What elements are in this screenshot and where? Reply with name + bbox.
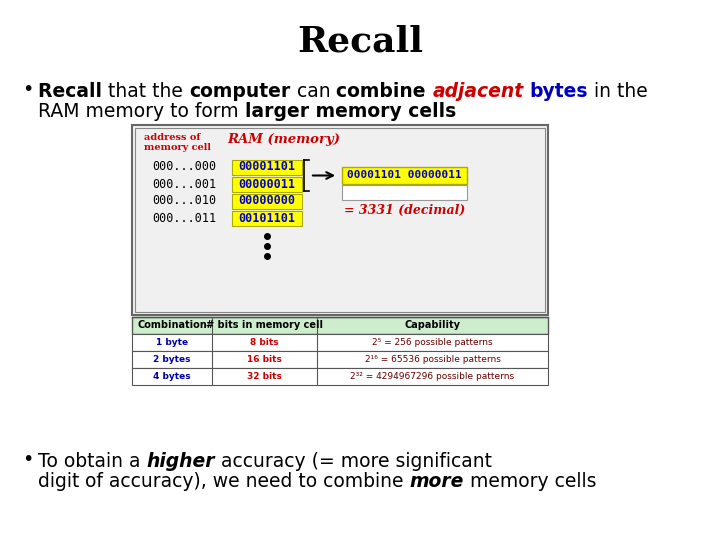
Text: accuracy (= more significant: accuracy (= more significant [215, 452, 492, 471]
Text: computer: computer [189, 82, 291, 101]
Text: Recall: Recall [38, 82, 109, 101]
Text: 00000000: 00000000 [238, 194, 295, 207]
Text: 00001101 00000011: 00001101 00000011 [347, 171, 462, 180]
Bar [132, 368, 548, 385]
Text: # bits in memory cell: # bits in memory cell [206, 321, 323, 330]
Text: address of
memory cell: address of memory cell [144, 133, 211, 152]
Text: = 3331 (decimal): = 3331 (decimal) [344, 204, 465, 217]
Text: more: more [410, 472, 464, 491]
Text: of accuracy), we need to combine: of accuracy), we need to combine [79, 472, 410, 491]
Text: 2¹⁶ = 65536 possible patterns: 2¹⁶ = 65536 possible patterns [364, 355, 500, 364]
Text: 000...010: 000...010 [152, 194, 216, 207]
Bar [232, 177, 302, 192]
Bar [342, 185, 467, 200]
Text: in the: in the [588, 82, 648, 101]
Bar [132, 317, 548, 334]
Text: RAM memory to form: RAM memory to form [38, 102, 245, 121]
Text: larger memory cells: larger memory cells [245, 102, 456, 121]
Text: bytes: bytes [529, 82, 588, 101]
Text: •: • [22, 80, 33, 99]
Text: •: • [22, 450, 33, 469]
Text: 00000011: 00000011 [238, 178, 295, 191]
Bar [132, 334, 548, 351]
Text: 16 bits: 16 bits [247, 355, 282, 364]
Text: 2⁵ = 256 possible patterns: 2⁵ = 256 possible patterns [372, 338, 492, 347]
Bar [232, 159, 302, 174]
Text: 8 bits: 8 bits [250, 338, 279, 347]
Bar [342, 167, 467, 184]
Text: 000...000: 000...000 [152, 160, 216, 173]
Text: digit: digit [38, 472, 79, 491]
Text: combine: combine [336, 82, 432, 101]
Text: 000...001: 000...001 [152, 178, 216, 191]
Text: 000...011: 000...011 [152, 212, 216, 225]
Text: 00101101: 00101101 [238, 212, 295, 225]
Text: adjacent: adjacent [432, 82, 523, 101]
Text: 32 bits: 32 bits [247, 372, 282, 381]
Text: 00001101: 00001101 [238, 160, 295, 173]
Bar [132, 351, 548, 368]
Text: To obtain a: To obtain a [38, 452, 146, 471]
Text: memory cells: memory cells [464, 472, 597, 491]
Bar [232, 211, 302, 226]
Text: 1 byte: 1 byte [156, 338, 188, 347]
Text: 4 bytes: 4 bytes [153, 372, 191, 381]
Text: that the: that the [109, 82, 189, 101]
Text: RAM (memory): RAM (memory) [227, 133, 340, 146]
Text: 2 bytes: 2 bytes [153, 355, 191, 364]
Text: Combination: Combination [137, 321, 207, 330]
Bar [132, 125, 548, 315]
Text: Recall: Recall [297, 25, 423, 59]
Bar [135, 128, 545, 312]
Text: higher: higher [146, 452, 215, 471]
Bar [232, 193, 302, 208]
Text: Capability: Capability [405, 321, 461, 330]
Text: can: can [291, 82, 336, 101]
Text: 2³² = 4294967296 possible patterns: 2³² = 4294967296 possible patterns [351, 372, 515, 381]
